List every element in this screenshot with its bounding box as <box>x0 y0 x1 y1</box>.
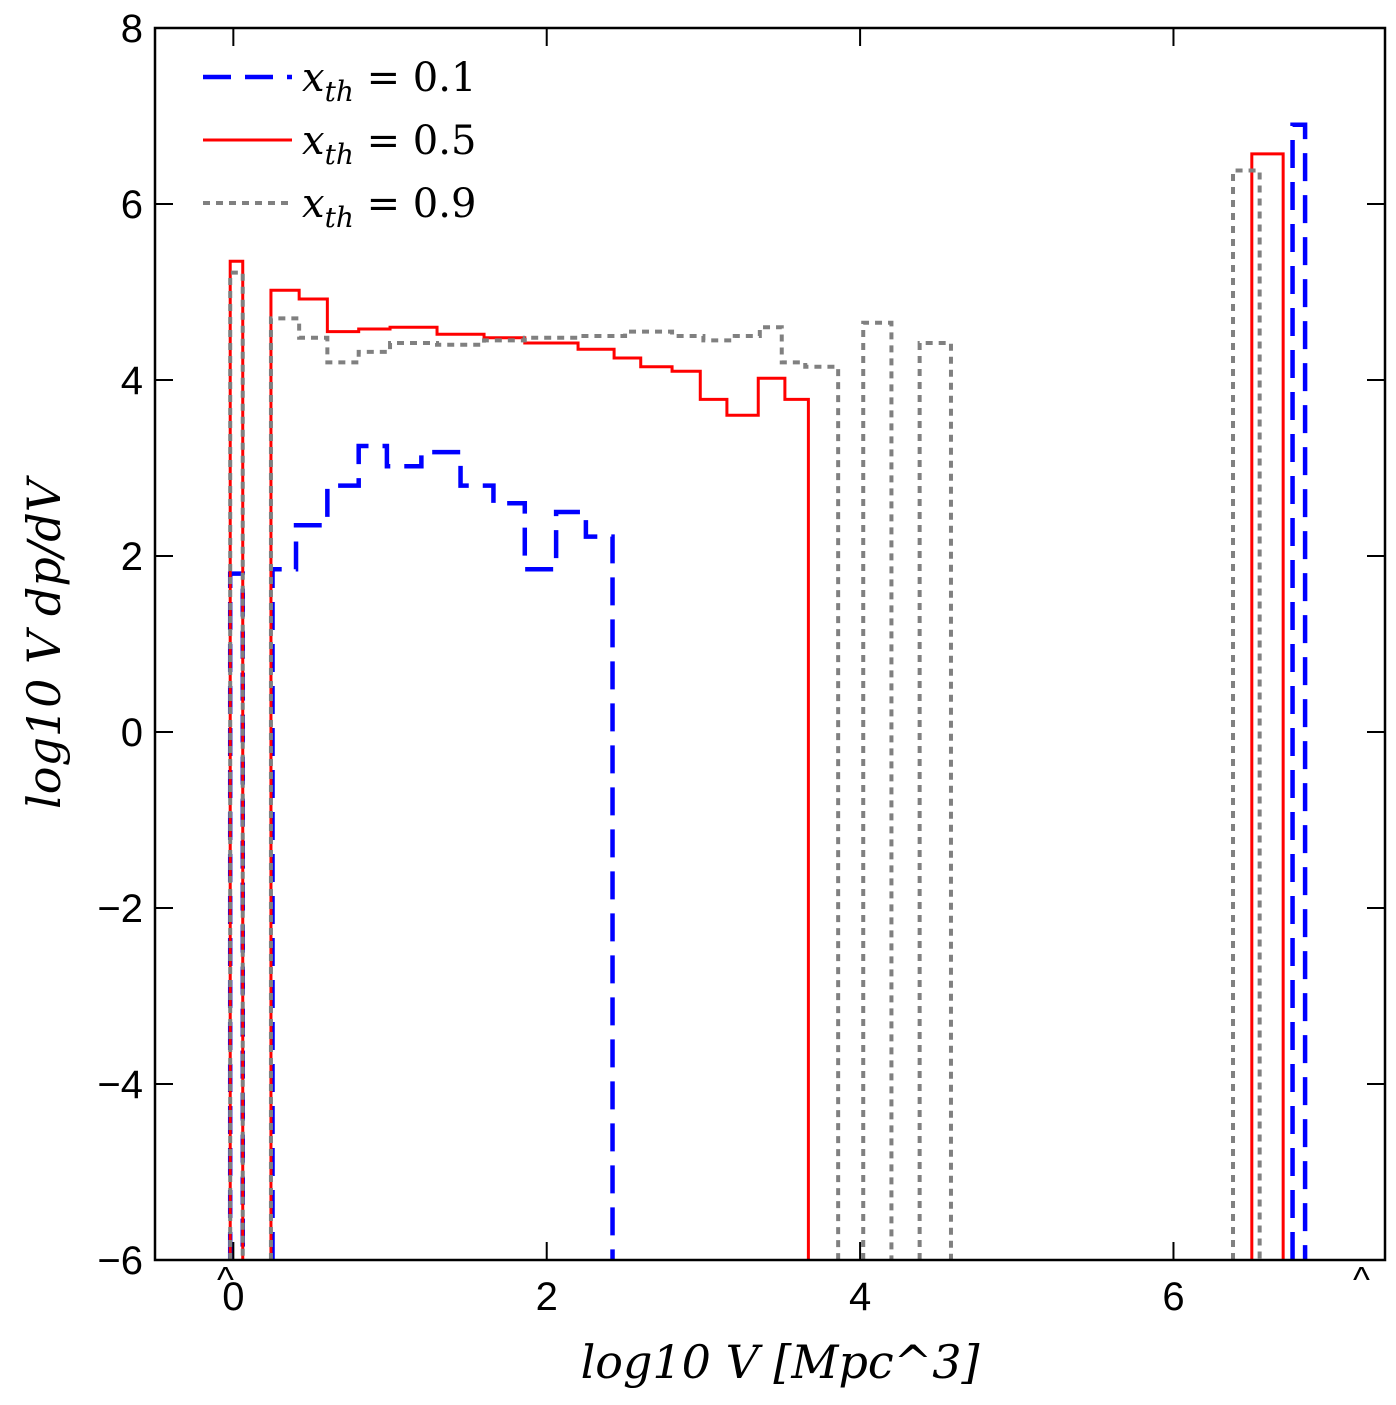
legend-label-2: xth = 0.5 <box>302 118 476 171</box>
x-tick-label: 0 <box>222 1275 244 1319</box>
y-tick-label: 4 <box>121 359 143 403</box>
series-layer <box>227 122 1308 1260</box>
legend-value: = 0.5 <box>354 118 477 164</box>
plot-frame <box>153 26 1387 1262</box>
axis-marker: ^ <box>217 1259 234 1300</box>
legend-variable: x <box>302 55 325 101</box>
legend-variable: x <box>302 118 325 164</box>
legend-value: = 0.1 <box>354 55 477 101</box>
plot-background <box>155 28 1385 1260</box>
y-tick-label: 0 <box>121 711 143 755</box>
y-tick-label: −2 <box>97 887 143 931</box>
markers-layer: ^ ^ <box>217 1259 1370 1300</box>
y-tick-label: −4 <box>97 1063 143 1107</box>
y-axis-title: log10 V dp/dV <box>17 474 71 809</box>
y-tick-label: 2 <box>121 535 143 579</box>
x-tick-label: 6 <box>1162 1275 1184 1319</box>
y-tick-label: −6 <box>97 1239 143 1283</box>
legend-subscript: th <box>325 138 354 171</box>
legend-value: = 0.9 <box>354 181 477 227</box>
ticks-layer: 0 2 4 6 −6 −4 −2 0 2 4 6 8 <box>97 7 1385 1319</box>
series-line-3 <box>228 168 1262 1260</box>
legend-variable: x <box>302 181 325 227</box>
legend-label-3: xth = 0.9 <box>302 181 476 234</box>
x-axis-title: log10 V [Mpc^3] <box>581 1335 980 1389</box>
y-tick-label: 6 <box>121 183 143 227</box>
x-tick-label: 4 <box>849 1275 871 1319</box>
x-tick-label: 2 <box>536 1275 558 1319</box>
axis-marker: ^ <box>1353 1259 1370 1300</box>
legend-subscript: th <box>325 75 354 108</box>
legend-label-1: xth = 0.1 <box>302 55 476 108</box>
legend-subscript: th <box>325 201 354 234</box>
y-tick-label: 8 <box>121 7 143 51</box>
